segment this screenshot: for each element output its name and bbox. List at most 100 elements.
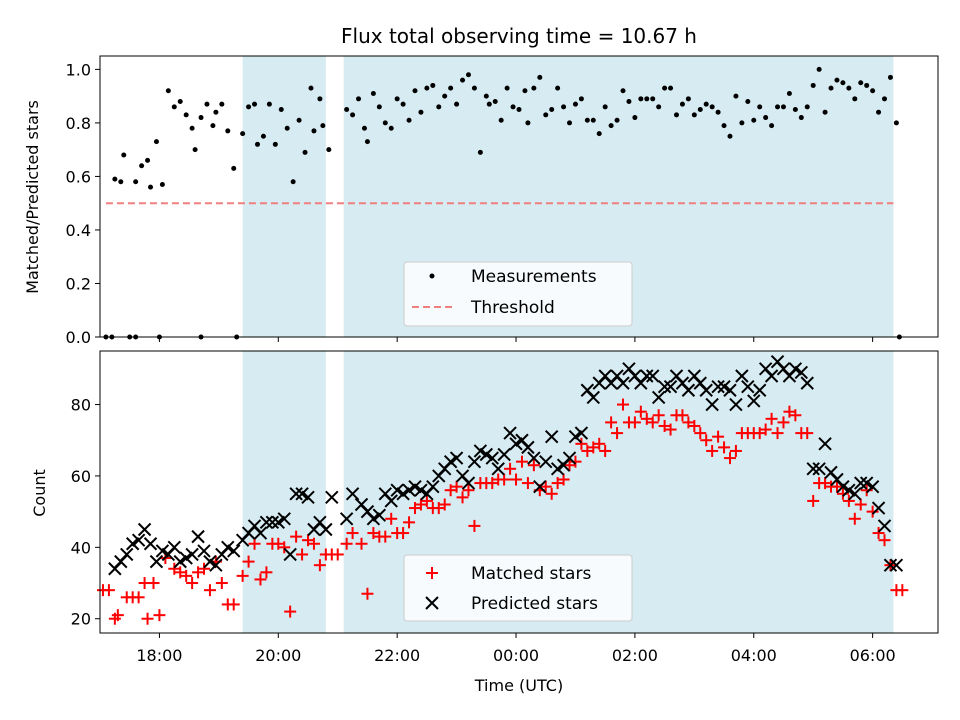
predicted-point bbox=[533, 479, 547, 494]
matched-point bbox=[652, 409, 665, 422]
predicted-point bbox=[384, 494, 398, 508]
measurement-point bbox=[290, 179, 296, 185]
measurement-point bbox=[171, 104, 177, 110]
top-legend: Measurements Threshold bbox=[403, 261, 633, 327]
predicted-point bbox=[812, 462, 826, 476]
measurement-point bbox=[516, 107, 522, 113]
matched-point bbox=[771, 427, 784, 440]
predicted-point bbox=[283, 547, 297, 562]
matched-point bbox=[379, 530, 392, 543]
predicted-point bbox=[806, 462, 820, 476]
measurement-point bbox=[394, 96, 400, 102]
matched-point bbox=[807, 494, 820, 507]
predicted-point bbox=[203, 554, 217, 569]
measurement-point bbox=[567, 120, 573, 126]
shaded-interval-0 bbox=[242, 56, 326, 337]
matched-point bbox=[688, 419, 701, 432]
matched-point bbox=[215, 577, 228, 590]
matched-point bbox=[248, 537, 261, 550]
predicted-point bbox=[883, 558, 898, 572]
predicted-point bbox=[191, 529, 205, 544]
matched-point bbox=[236, 569, 249, 582]
measurement-point bbox=[727, 133, 733, 139]
top-legend-box bbox=[403, 261, 633, 327]
xtick-label: 06:00 bbox=[850, 646, 896, 665]
measurement-point bbox=[525, 120, 531, 126]
predicted-point bbox=[539, 454, 553, 469]
matched-point bbox=[203, 584, 216, 597]
measurement-point bbox=[266, 101, 272, 107]
measurement-point bbox=[739, 120, 745, 126]
matched-point bbox=[331, 548, 344, 561]
predicted-point bbox=[426, 479, 440, 494]
predicted-point bbox=[179, 551, 193, 565]
predicted-point bbox=[752, 383, 767, 397]
matched-point bbox=[729, 444, 742, 457]
matched-point bbox=[706, 444, 719, 457]
measurement-point bbox=[308, 85, 314, 91]
legend-measurements-marker bbox=[429, 273, 435, 279]
predicted-point bbox=[889, 558, 904, 572]
measurement-point bbox=[840, 80, 846, 86]
measurement-point bbox=[418, 109, 424, 115]
measurement-point bbox=[284, 125, 290, 131]
matched-point bbox=[102, 584, 115, 597]
legend-matched-marker bbox=[426, 567, 438, 579]
measurement-point bbox=[153, 139, 159, 145]
predicted-point bbox=[473, 444, 488, 458]
legend-threshold-label: Threshold bbox=[470, 298, 555, 318]
predicted-point bbox=[479, 447, 494, 462]
measurement-point bbox=[769, 123, 775, 129]
predicted-point bbox=[818, 437, 832, 451]
predicted-point bbox=[657, 379, 672, 394]
measurement-point bbox=[296, 117, 302, 123]
predicted-point bbox=[325, 490, 339, 505]
measurement-point bbox=[709, 104, 715, 110]
matched-point bbox=[385, 512, 398, 525]
measurement-point bbox=[834, 77, 840, 83]
measurement-point bbox=[139, 163, 145, 169]
measurement-point bbox=[219, 101, 225, 107]
matched-point bbox=[777, 416, 790, 429]
measurement-point bbox=[344, 107, 350, 113]
measurement-point bbox=[620, 88, 626, 94]
predicted-point bbox=[681, 383, 696, 397]
predicted-point bbox=[574, 426, 589, 440]
measurement-point bbox=[213, 109, 219, 115]
measurement-point bbox=[412, 88, 418, 94]
matched-point bbox=[545, 487, 558, 500]
measurement-point bbox=[183, 112, 189, 118]
matched-point bbox=[260, 566, 273, 579]
top-ytick-label: 0.4 bbox=[66, 221, 91, 240]
matched-point bbox=[759, 423, 772, 436]
predicted-point bbox=[705, 397, 719, 412]
measurement-point bbox=[252, 101, 258, 107]
measurement-point bbox=[254, 141, 260, 147]
bottom-panel: 20 40 60 80 18:00 20:00 22:00 00:00 02:00 04:00 0… bbox=[30, 350, 939, 695]
predicted-point bbox=[663, 379, 678, 394]
top-y-ticks: 0.0 0.2 0.4 0.6 0.8 1.0 bbox=[66, 60, 100, 347]
predicted-point bbox=[865, 479, 880, 494]
measurement-point bbox=[763, 115, 769, 121]
matched-point bbox=[438, 498, 451, 511]
measurement-point bbox=[483, 93, 489, 99]
measurement-point bbox=[703, 101, 709, 107]
measurement-point bbox=[118, 179, 124, 185]
measurement-point bbox=[846, 85, 852, 91]
predicted-point bbox=[366, 512, 381, 526]
predicted-point bbox=[735, 369, 749, 383]
measurement-point bbox=[650, 96, 656, 102]
predicted-point bbox=[271, 515, 286, 530]
measurement-point bbox=[121, 152, 127, 158]
predicted-stars-series bbox=[108, 355, 904, 576]
measurement-point bbox=[679, 101, 685, 107]
matched-point bbox=[284, 605, 297, 618]
matched-point bbox=[361, 587, 374, 600]
measurement-point bbox=[876, 109, 882, 115]
measurement-point bbox=[424, 85, 430, 91]
predicted-point bbox=[741, 379, 755, 394]
matched-point bbox=[403, 516, 416, 529]
matched-point bbox=[878, 534, 891, 547]
predicted-point bbox=[461, 476, 476, 490]
legend-predicted-label: Predicted stars bbox=[471, 594, 598, 614]
